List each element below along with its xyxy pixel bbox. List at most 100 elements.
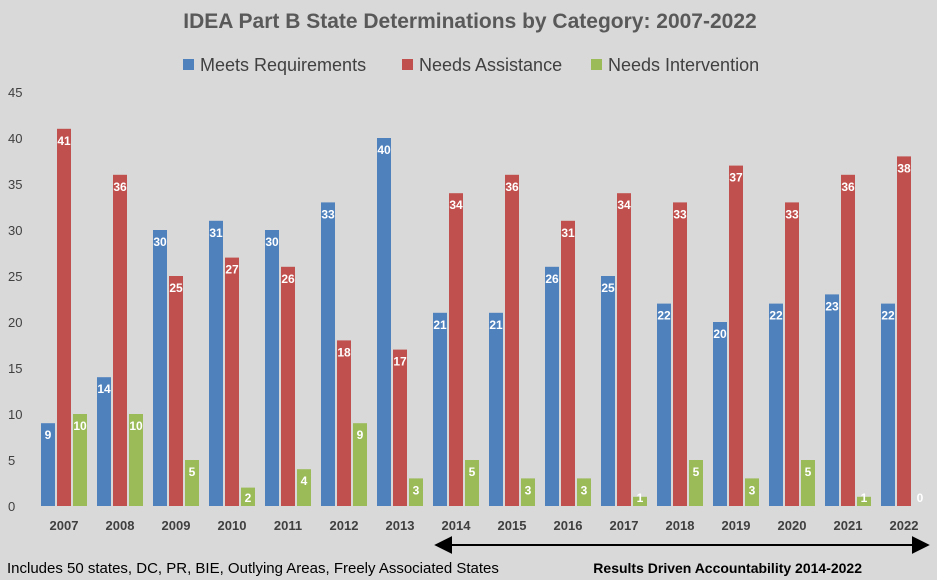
bar-needs-intervention-2021 bbox=[857, 496, 871, 506]
data-label-needs-intervention-2010: 2 bbox=[245, 491, 252, 505]
bar-meets-requirements-2016 bbox=[545, 266, 559, 506]
bar-needs-intervention-2014 bbox=[465, 460, 479, 506]
bar-meets-requirements-2014 bbox=[433, 312, 447, 506]
data-label-needs-assistance-2021: 36 bbox=[841, 180, 855, 194]
bar-meets-requirements-2013 bbox=[377, 138, 391, 506]
data-label-needs-assistance-2008: 36 bbox=[113, 180, 127, 194]
y-tick-label: 0 bbox=[8, 499, 15, 514]
data-label-needs-intervention-2022: 0 bbox=[917, 491, 924, 505]
data-label-needs-intervention-2009: 5 bbox=[189, 465, 196, 479]
legend-swatch-needs-assistance bbox=[402, 59, 413, 70]
data-label-meets-requirements-2016: 26 bbox=[545, 272, 559, 286]
bar-meets-requirements-2021 bbox=[825, 294, 839, 506]
bar-meets-requirements-2022 bbox=[881, 303, 895, 506]
legend-label-needs-assistance: Needs Assistance bbox=[419, 55, 562, 75]
y-tick-label: 10 bbox=[8, 407, 22, 422]
rda-range-label: Results Driven Accountability 2014-2022 bbox=[593, 560, 862, 576]
data-label-needs-assistance-2020: 33 bbox=[785, 207, 799, 221]
x-tick-label: 2020 bbox=[778, 518, 807, 533]
x-tick-label: 2012 bbox=[330, 518, 359, 533]
y-tick-label: 30 bbox=[8, 223, 22, 238]
legend-label-needs-intervention: Needs Intervention bbox=[608, 55, 759, 75]
bar-meets-requirements-2018 bbox=[657, 303, 671, 506]
y-tick-label: 45 bbox=[8, 85, 22, 100]
bars-group bbox=[41, 128, 911, 507]
data-label-needs-intervention-2020: 5 bbox=[805, 465, 812, 479]
data-label-needs-assistance-2007: 41 bbox=[57, 134, 71, 148]
data-label-needs-assistance-2014: 34 bbox=[449, 198, 463, 212]
y-axis: 0 5 10 15 20 25 30 35 40 45 bbox=[8, 85, 22, 514]
data-label-needs-intervention-2018: 5 bbox=[693, 465, 700, 479]
chart-title: IDEA Part B State Determinations by Cate… bbox=[183, 10, 756, 33]
data-label-needs-intervention-2021: 1 bbox=[861, 491, 868, 505]
legend-swatch-meets-requirements bbox=[183, 59, 194, 70]
data-label-needs-intervention-2019: 3 bbox=[749, 483, 756, 497]
bar-needs-intervention-2017 bbox=[633, 496, 647, 506]
footnote: Includes 50 states, DC, PR, BIE, Outlyin… bbox=[7, 560, 499, 577]
bar-needs-assistance-2012 bbox=[337, 340, 351, 506]
data-label-needs-assistance-2013: 17 bbox=[393, 355, 407, 369]
bar-needs-intervention-2008 bbox=[129, 414, 143, 506]
bar-meets-requirements-2017 bbox=[601, 276, 615, 506]
bar-needs-assistance-2017 bbox=[617, 193, 631, 506]
x-tick-label: 2021 bbox=[834, 518, 863, 533]
data-label-meets-requirements-2020: 22 bbox=[769, 309, 783, 323]
y-tick-label: 5 bbox=[8, 453, 15, 468]
x-tick-label: 2018 bbox=[666, 518, 695, 533]
data-label-needs-assistance-2010: 27 bbox=[225, 263, 239, 277]
y-tick-label: 15 bbox=[8, 361, 22, 376]
bar-needs-intervention-2018 bbox=[689, 460, 703, 506]
bar-needs-intervention-2010 bbox=[241, 487, 255, 506]
bar-meets-requirements-2007 bbox=[41, 423, 55, 506]
data-label-meets-requirements-2015: 21 bbox=[489, 318, 503, 332]
bar-needs-assistance-2009 bbox=[169, 276, 183, 506]
bar-meets-requirements-2008 bbox=[97, 377, 111, 506]
bar-needs-assistance-2008 bbox=[113, 174, 127, 507]
bar-needs-assistance-2019 bbox=[729, 165, 743, 506]
data-label-meets-requirements-2014: 21 bbox=[433, 318, 447, 332]
bar-needs-assistance-2020 bbox=[785, 202, 799, 506]
data-label-needs-intervention-2017: 1 bbox=[637, 491, 644, 505]
y-tick-label: 35 bbox=[8, 177, 22, 192]
data-label-needs-assistance-2012: 18 bbox=[337, 345, 351, 359]
bar-needs-intervention-2013 bbox=[409, 478, 423, 506]
bar-meets-requirements-2009 bbox=[153, 230, 167, 506]
x-tick-label: 2010 bbox=[218, 518, 247, 533]
x-tick-label: 2019 bbox=[722, 518, 751, 533]
data-label-needs-intervention-2013: 3 bbox=[413, 483, 420, 497]
data-label-meets-requirements-2011: 30 bbox=[265, 235, 279, 249]
data-label-needs-intervention-2015: 3 bbox=[525, 483, 532, 497]
x-tick-label: 2022 bbox=[890, 518, 919, 533]
legend-label-meets-requirements: Meets Requirements bbox=[200, 55, 366, 75]
data-label-meets-requirements-2013: 40 bbox=[377, 143, 391, 157]
x-tick-label: 2007 bbox=[50, 518, 79, 533]
data-label-needs-assistance-2017: 34 bbox=[617, 198, 631, 212]
data-label-needs-intervention-2007: 10 bbox=[73, 419, 87, 433]
data-label-needs-assistance-2019: 37 bbox=[729, 171, 743, 185]
bar-needs-intervention-2016 bbox=[577, 478, 591, 506]
data-label-needs-assistance-2009: 25 bbox=[169, 281, 183, 295]
bar-needs-assistance-2016 bbox=[561, 220, 575, 507]
data-label-needs-intervention-2016: 3 bbox=[581, 483, 588, 497]
x-tick-label: 2014 bbox=[442, 518, 472, 533]
bar-needs-assistance-2011 bbox=[281, 266, 295, 506]
data-label-meets-requirements-2008: 14 bbox=[97, 382, 111, 396]
data-label-needs-assistance-2015: 36 bbox=[505, 180, 519, 194]
data-label-needs-assistance-2018: 33 bbox=[673, 207, 687, 221]
data-labels-group: 9411014361030255312723026433189401732134… bbox=[45, 134, 924, 505]
bar-needs-assistance-2013 bbox=[393, 349, 407, 506]
x-tick-label: 2016 bbox=[554, 518, 583, 533]
bar-needs-assistance-2015 bbox=[505, 174, 519, 507]
bar-needs-intervention-2012 bbox=[353, 423, 367, 506]
bar-needs-intervention-2007 bbox=[73, 414, 87, 506]
data-label-needs-assistance-2011: 26 bbox=[281, 272, 295, 286]
data-label-meets-requirements-2010: 31 bbox=[209, 226, 223, 240]
data-label-needs-assistance-2016: 31 bbox=[561, 226, 575, 240]
y-tick-label: 40 bbox=[8, 131, 22, 146]
data-label-needs-assistance-2022: 38 bbox=[897, 161, 911, 175]
bar-needs-intervention-2009 bbox=[185, 460, 199, 506]
data-label-meets-requirements-2009: 30 bbox=[153, 235, 167, 249]
bar-needs-assistance-2022 bbox=[897, 156, 911, 506]
